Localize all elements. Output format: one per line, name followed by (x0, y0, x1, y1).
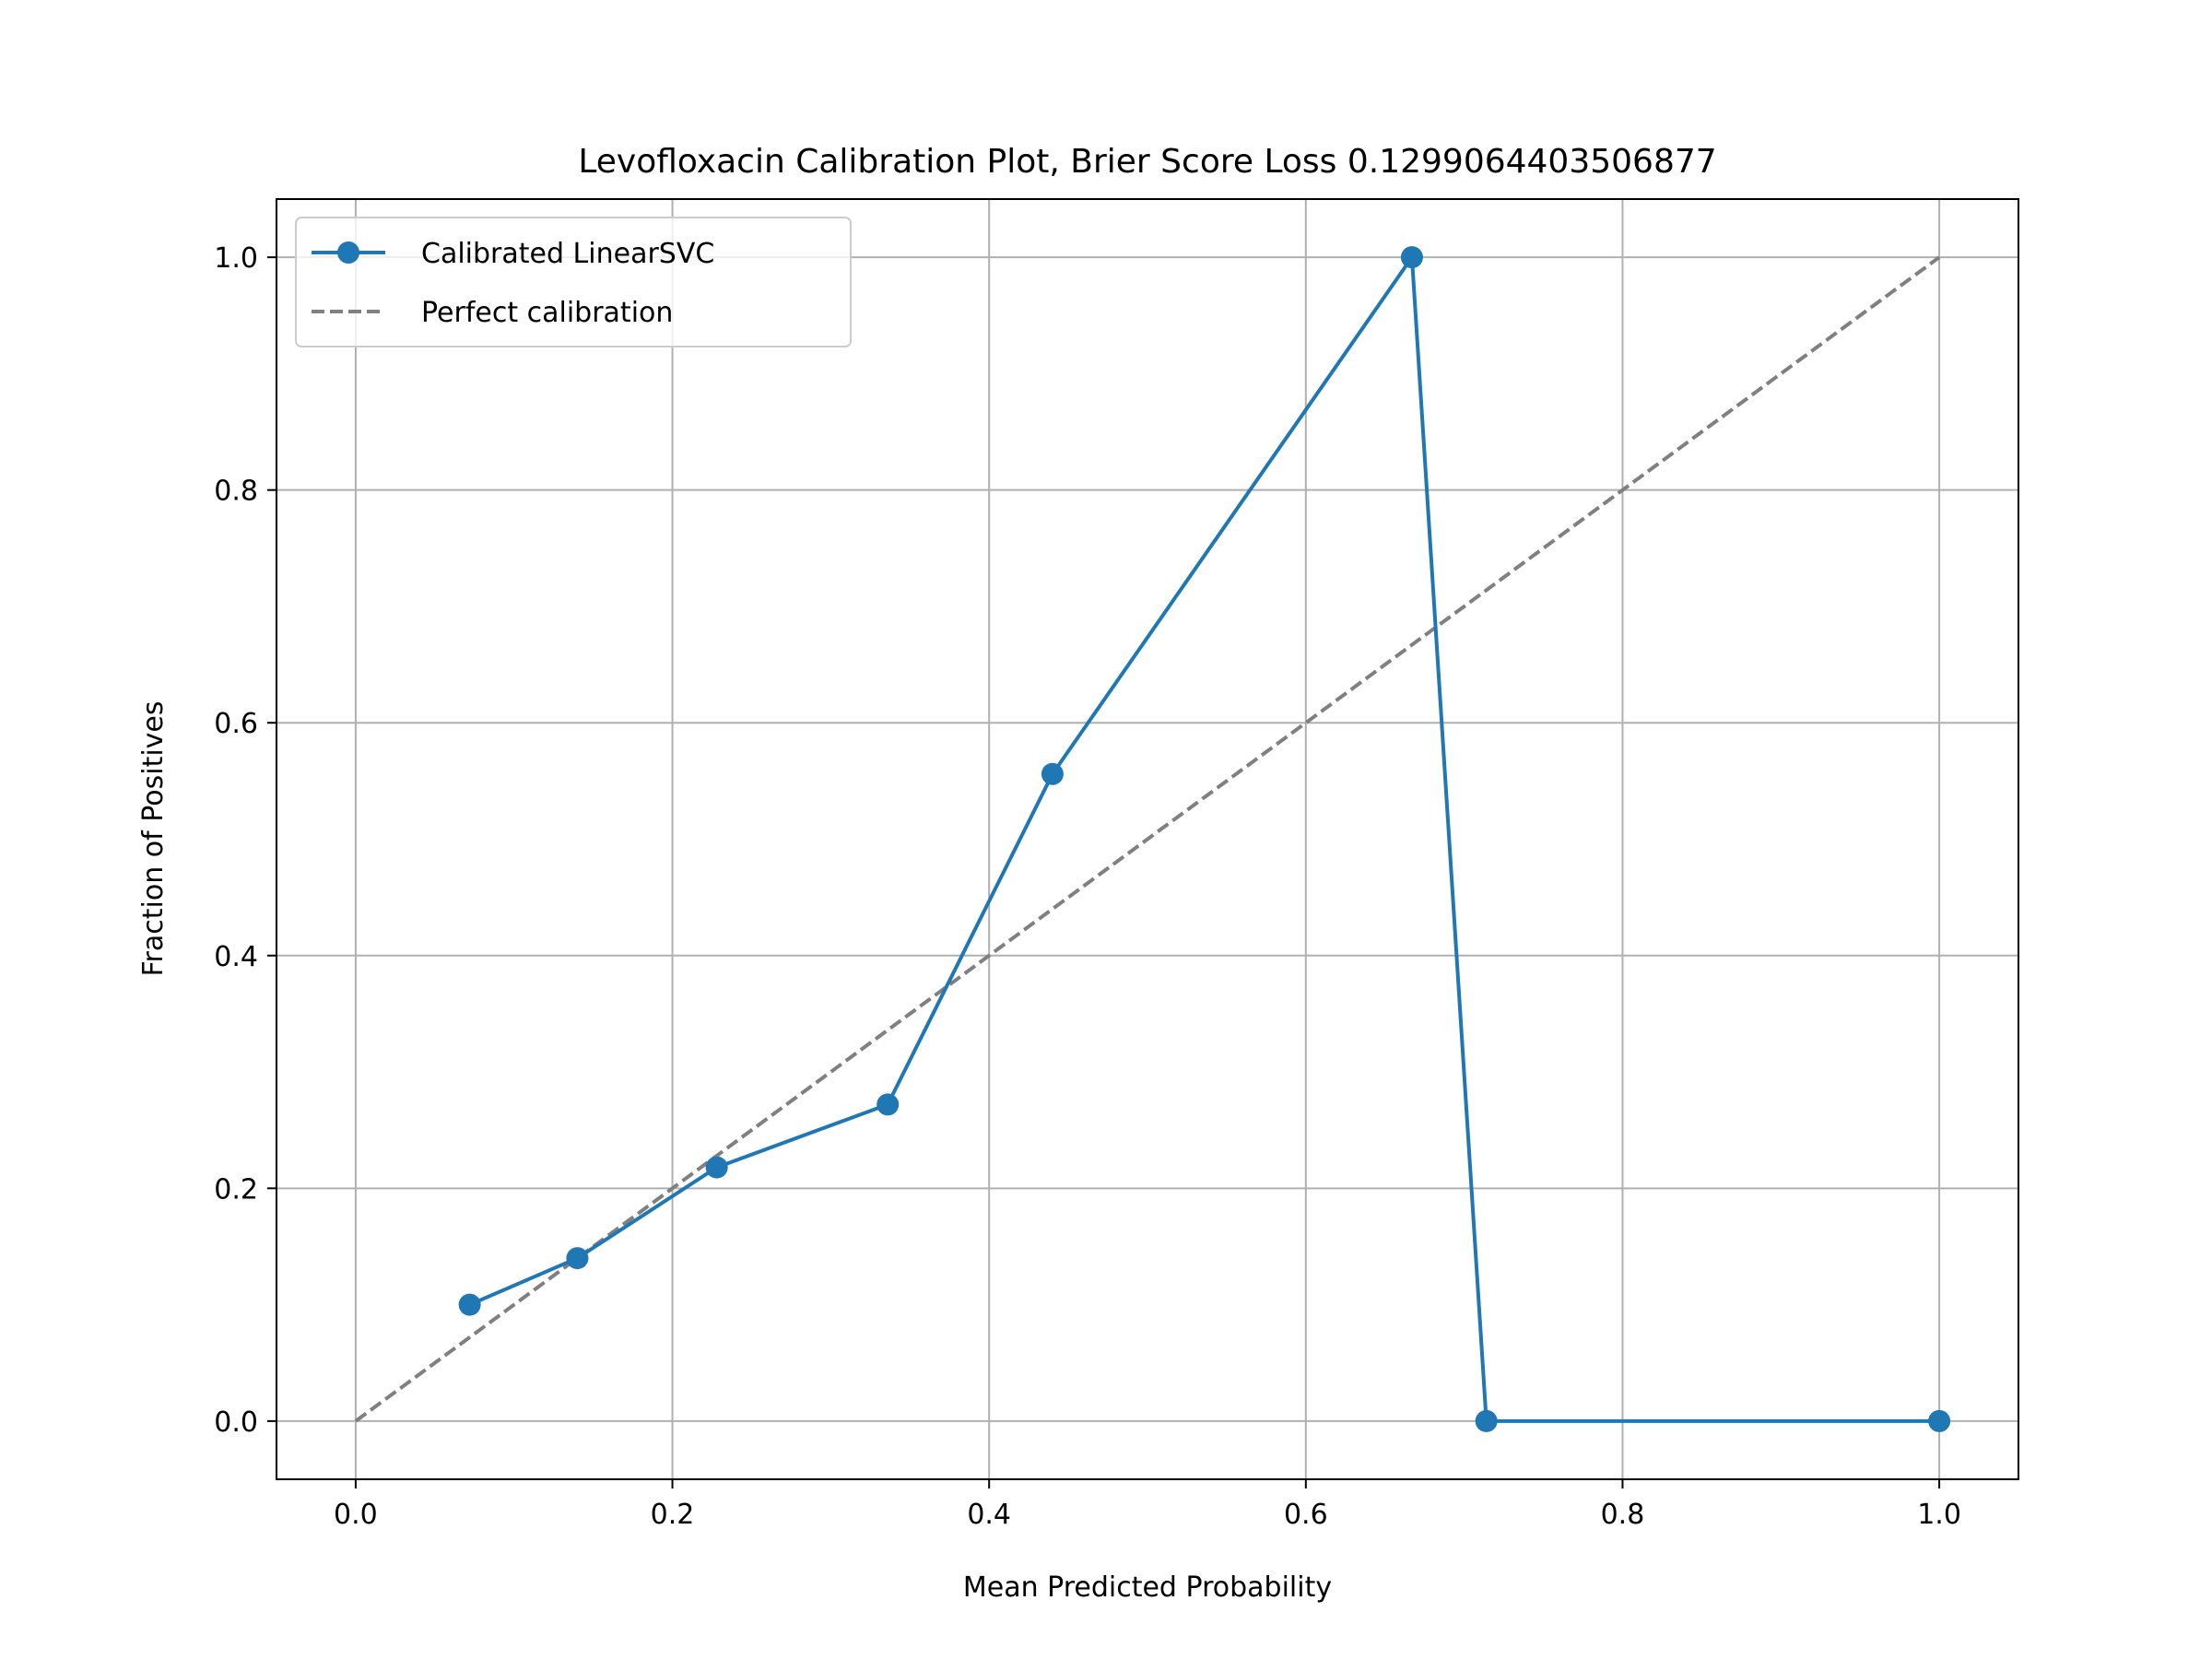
calibrated-linearsvc-line (468, 255, 1940, 1423)
legend-label-perfect: Perfect calibration (421, 297, 673, 329)
x-tick-label: 0.4 (967, 1499, 1011, 1531)
y-tick-label: 0.2 (214, 1173, 258, 1206)
chart-title: Levofloxacin Calibration Plot, Brier Sco… (578, 143, 1716, 181)
y-tick-label: 1.0 (214, 242, 258, 275)
calibrated-linearsvc-point (1041, 762, 1064, 785)
y-axis-label: Fraction of Positives (137, 700, 170, 976)
x-tick-label: 0.8 (1601, 1499, 1645, 1531)
calibrated-linearsvc-point (705, 1156, 728, 1179)
legend: Calibrated LinearSVC Perfect calibration (295, 217, 852, 347)
calibrated-linearsvc-point (1400, 246, 1423, 269)
y-tick-label: 0.8 (214, 476, 258, 508)
x-axis-ticks: 0.0 0.2 0.4 0.6 0.8 1.0 (334, 1479, 1961, 1531)
calibrated-linearsvc-point (1475, 1409, 1498, 1432)
x-tick-label: 0.0 (334, 1499, 378, 1531)
x-tick-label: 1.0 (1917, 1499, 1961, 1531)
grid-lines (276, 199, 2018, 1479)
legend-label-calibrated: Calibrated LinearSVC (421, 238, 714, 270)
x-tick-label: 0.6 (1284, 1499, 1328, 1531)
calibrated-linearsvc-point (458, 1293, 481, 1316)
legend-marker-calibrated (337, 241, 359, 264)
calibrated-linearsvc-point (877, 1093, 900, 1116)
y-tick-label: 0.6 (214, 708, 258, 740)
calibrated-linearsvc-point (1928, 1409, 1951, 1432)
calibrated-linearsvc-point (566, 1247, 589, 1270)
x-tick-label: 0.2 (651, 1499, 695, 1531)
legend-box (295, 217, 852, 347)
y-tick-label: 0.4 (214, 941, 258, 973)
y-tick-label: 0.0 (214, 1406, 258, 1439)
x-axis-label: Mean Predicted Probability (963, 1571, 1332, 1604)
plot-frame (276, 198, 2019, 1480)
y-axis-ticks: 0.0 0.2 0.4 0.6 0.8 1.0 (214, 242, 276, 1439)
perfect-calibration-line (354, 255, 1941, 1423)
series-layer (354, 246, 1951, 1432)
